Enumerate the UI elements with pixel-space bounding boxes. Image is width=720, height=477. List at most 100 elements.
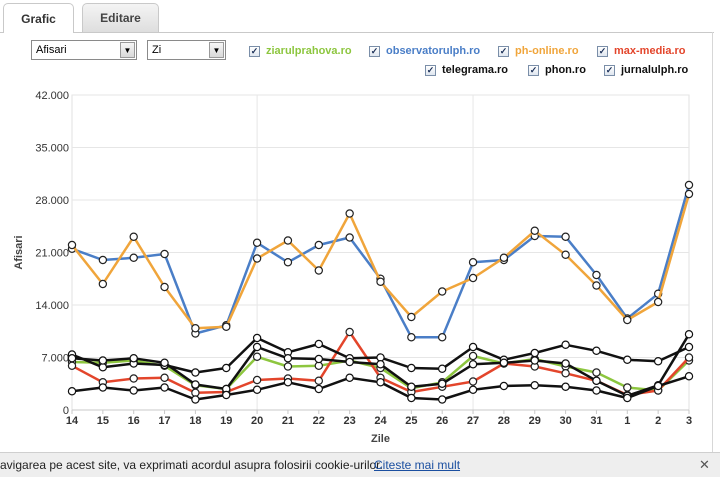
data-point-jurnalulph-ro	[314, 384, 323, 394]
tab-editare[interactable]: Editare	[82, 3, 159, 32]
tab-grafic[interactable]: Grafic	[3, 3, 74, 33]
data-point-ph-online-ro	[129, 232, 138, 241]
x-axis-label: Zile	[371, 433, 390, 445]
data-point-ph-online-ro	[530, 226, 539, 235]
legend-item-phon[interactable]: ✓ phon.ro	[528, 64, 586, 76]
data-point-observatorulph-ro	[160, 249, 169, 259]
data-point-telegrama-ro	[252, 333, 262, 343]
chevron-down-icon[interactable]: ▼	[209, 42, 224, 58]
data-point-ph-online-ro	[252, 254, 262, 263]
data-point-ziarulprahova-ro	[283, 362, 293, 371]
legend-label: max-media.ro	[614, 45, 686, 57]
checkbox-icon[interactable]: ✓	[425, 64, 436, 76]
data-point-observatorulph-ro	[283, 258, 293, 267]
data-point-phon-ro	[160, 358, 169, 367]
data-point-max-media-ro	[345, 327, 354, 337]
data-point-observatorulph-ro	[592, 270, 601, 280]
x-tick-label: 22	[313, 415, 325, 427]
data-point-telegrama-ro	[438, 364, 447, 373]
data-point-ziarulprahova-ro	[314, 361, 323, 370]
x-tick-label: 19	[220, 415, 232, 427]
data-point-jurnalulph-ro	[376, 378, 385, 387]
cookie-more-link[interactable]: Citeste mai mult	[374, 458, 461, 472]
data-point-telegrama-ro	[314, 339, 323, 349]
period-select[interactable]: Zi ▼	[147, 40, 226, 60]
series-line-ph-online-ro	[71, 193, 691, 330]
period-select-value: Zi	[152, 44, 162, 56]
checkbox-icon[interactable]: ✓	[528, 64, 539, 76]
x-tick-label: 26	[436, 415, 448, 427]
legend-item-telegrama[interactable]: ✓ telegrama.ro	[425, 64, 508, 76]
cookie-bar: avigarea pe acest site, va exprimati aco…	[0, 452, 720, 477]
data-point-observatorulph-ro	[129, 253, 138, 262]
series-line-observatorulph-ro	[71, 184, 691, 339]
legend-item-ziarulprahova[interactable]: ✓ ziarulprahova.ro	[249, 45, 352, 57]
data-point-ph-online-ro	[653, 297, 663, 307]
data-point-jurnalulph-ro	[222, 390, 231, 400]
tab-divider	[0, 32, 714, 33]
cookie-message: avigarea pe acest site, va exprimati aco…	[0, 458, 383, 472]
data-point-observatorulph-ro	[314, 240, 323, 250]
data-point-ph-online-ro	[191, 324, 200, 333]
data-point-phon-ro	[314, 354, 323, 364]
data-point-telegrama-ro	[684, 342, 694, 352]
data-point-jurnalulph-ro	[684, 372, 694, 381]
close-icon[interactable]: ✕	[699, 457, 710, 472]
data-point-telegrama-ro	[530, 348, 539, 358]
data-point-observatorulph-ro	[684, 180, 694, 190]
data-point-phon-ro	[499, 358, 509, 367]
x-tick-label: 25	[405, 415, 417, 427]
data-point-jurnalulph-ro	[499, 381, 509, 391]
chart-panel	[0, 32, 713, 452]
data-point-phon-ro	[561, 359, 570, 368]
data-point-phon-ro	[592, 376, 601, 385]
x-tick-label: 14	[66, 415, 79, 427]
x-tick-label: 31	[590, 415, 602, 427]
data-point-ph-online-ro	[160, 282, 169, 292]
checkbox-icon[interactable]: ✓	[597, 45, 608, 57]
checkbox-icon[interactable]: ✓	[498, 45, 509, 57]
x-tick-label: 3	[686, 415, 692, 427]
legend-label: ziarulprahova.ro	[266, 45, 352, 57]
data-point-jurnalulph-ro	[623, 393, 632, 403]
data-point-max-media-ro	[314, 376, 323, 385]
data-point-ph-online-ro	[561, 250, 570, 259]
data-point-telegrama-ro	[592, 346, 601, 355]
legend: ✓ ziarulprahova.ro ✓ observatorulph.ro ✓…	[0, 0, 720, 90]
data-point-jurnalulph-ro	[98, 383, 108, 392]
legend-item-observatorulph[interactable]: ✓ observatorulph.ro	[369, 45, 480, 57]
legend-label: telegrama.ro	[442, 64, 509, 76]
data-point-jurnalulph-ro	[653, 381, 663, 391]
data-point-jurnalulph-ro	[530, 381, 539, 390]
data-point-jurnalulph-ro	[561, 382, 570, 391]
data-point-phon-ro	[129, 354, 138, 363]
checkbox-icon[interactable]: ✓	[369, 45, 380, 57]
data-point-telegrama-ro	[376, 353, 385, 362]
legend-label: observatorulph.ro	[386, 45, 481, 57]
data-point-observatorulph-ro	[561, 232, 570, 241]
checkbox-icon[interactable]: ✓	[249, 45, 260, 57]
x-tick-label: 20	[251, 415, 263, 427]
legend-item-jurnalulph[interactable]: ✓ jurnalulph.ro	[604, 64, 688, 76]
data-point-ph-online-ro	[468, 273, 478, 283]
data-point-phon-ro	[530, 356, 539, 365]
x-tick-label: 29	[529, 415, 541, 427]
data-point-jurnalulph-ro	[407, 393, 416, 403]
x-tick-label: 24	[374, 415, 387, 427]
legend-item-max-media[interactable]: ✓ max-media.ro	[597, 45, 686, 57]
data-point-jurnalulph-ro	[592, 386, 601, 395]
chevron-down-icon[interactable]: ▼	[120, 42, 135, 58]
data-point-telegrama-ro	[191, 368, 200, 377]
checkbox-icon[interactable]: ✓	[604, 64, 615, 76]
legend-item-ph-online[interactable]: ✓ ph-online.ro	[498, 45, 579, 57]
data-point-telegrama-ro	[222, 363, 231, 373]
data-point-telegrama-ro	[653, 357, 663, 366]
x-tick-label: 28	[498, 415, 510, 427]
tab-editare-label: Editare	[100, 11, 141, 25]
data-point-observatorulph-ro	[468, 258, 478, 267]
data-point-ph-online-ro	[314, 266, 323, 275]
data-point-jurnalulph-ro	[191, 395, 200, 404]
data-point-phon-ro	[345, 357, 354, 367]
metric-select-value: Afisari	[36, 44, 67, 56]
metric-select[interactable]: Afisari ▼	[31, 40, 137, 60]
